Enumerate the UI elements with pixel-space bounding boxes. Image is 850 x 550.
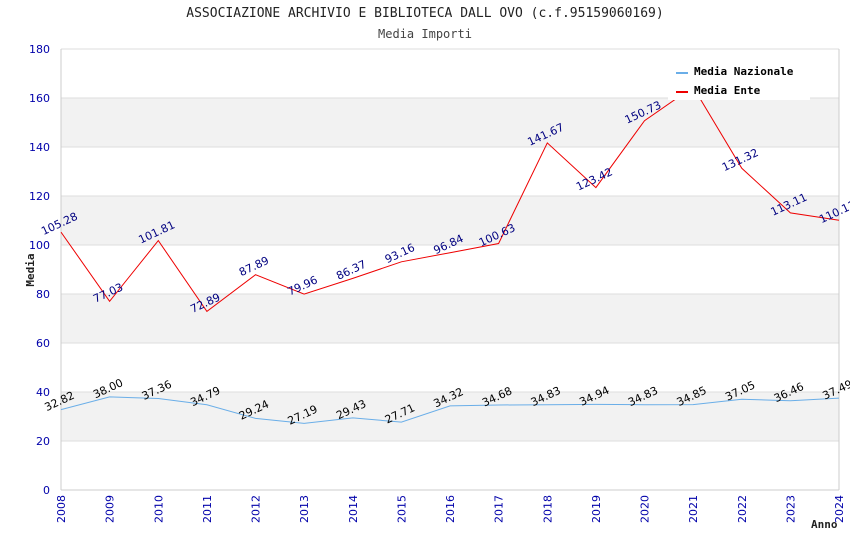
x-tick-label: 2017: [493, 495, 506, 523]
data-label-media-ente: 123.42: [574, 165, 614, 193]
series-line-media-ente: [60, 86, 840, 313]
grid-lines: [61, 48, 839, 491]
grid-band: [61, 392, 839, 441]
y-tick-label: 0: [43, 484, 50, 497]
x-tick-label: 2015: [395, 495, 408, 523]
y-tick-label: 80: [36, 288, 50, 301]
chart-title: ASSOCIAZIONE ARCHIVIO E BIBLIOTECA DALL …: [186, 6, 664, 21]
axes: [60, 49, 840, 491]
grid-band: [61, 196, 839, 245]
x-tick-label: 2011: [201, 495, 214, 523]
y-tick-label: 40: [36, 386, 50, 399]
grid-band: [61, 294, 839, 343]
x-tick-label: 2024: [833, 495, 846, 523]
x-tick-label: 2018: [541, 495, 554, 523]
legend-background: [668, 58, 810, 100]
x-tick-label: 2016: [444, 495, 457, 523]
y-tick-label: 100: [29, 239, 50, 252]
x-tick-label: 2008: [55, 495, 68, 523]
y-tick-labels: 0 20 40 60 80 100 120 140 160 180: [29, 43, 50, 497]
y-tick-label: 140: [29, 141, 50, 154]
x-tick-label: 2012: [250, 495, 263, 523]
x-tick-label: 2019: [590, 495, 603, 523]
x-tick-label: 2010: [152, 495, 165, 523]
y-tick-label: 120: [29, 190, 50, 203]
series-line-media-nazionale: [60, 396, 840, 424]
x-tick-label: 2022: [736, 495, 749, 523]
legend-label-media-ente: Media Ente: [694, 84, 761, 97]
grid-bands: [61, 98, 839, 441]
y-axis-label: Media: [24, 253, 37, 286]
y-tick-label: 180: [29, 43, 50, 56]
x-tick-labels: 2008 2009 2010 2011 2012 2013 2014 2015 2016 2017…: [55, 495, 846, 523]
y-tick-label: 20: [36, 435, 50, 448]
y-tick-label: 160: [29, 92, 50, 105]
x-tick-label: 2014: [347, 495, 360, 523]
x-tick-label: 2009: [104, 495, 117, 523]
grid-band: [61, 98, 839, 147]
chart-subtitle: Media Importi: [378, 27, 472, 41]
y-tick-label: 60: [36, 337, 50, 350]
x-tick-label: 2023: [784, 495, 797, 523]
legend-label-media-nazionale: Media Nazionale: [694, 65, 794, 78]
legend: Media Nazionale Media Ente: [668, 58, 810, 100]
x-tick-label: 2021: [687, 495, 700, 523]
x-tick-label: 2013: [298, 495, 311, 523]
series-lines: [60, 86, 840, 424]
x-axis-label: Anno: [811, 518, 838, 531]
data-label-media-ente: 131.32: [720, 146, 760, 174]
x-tick-label: 2020: [639, 495, 652, 523]
